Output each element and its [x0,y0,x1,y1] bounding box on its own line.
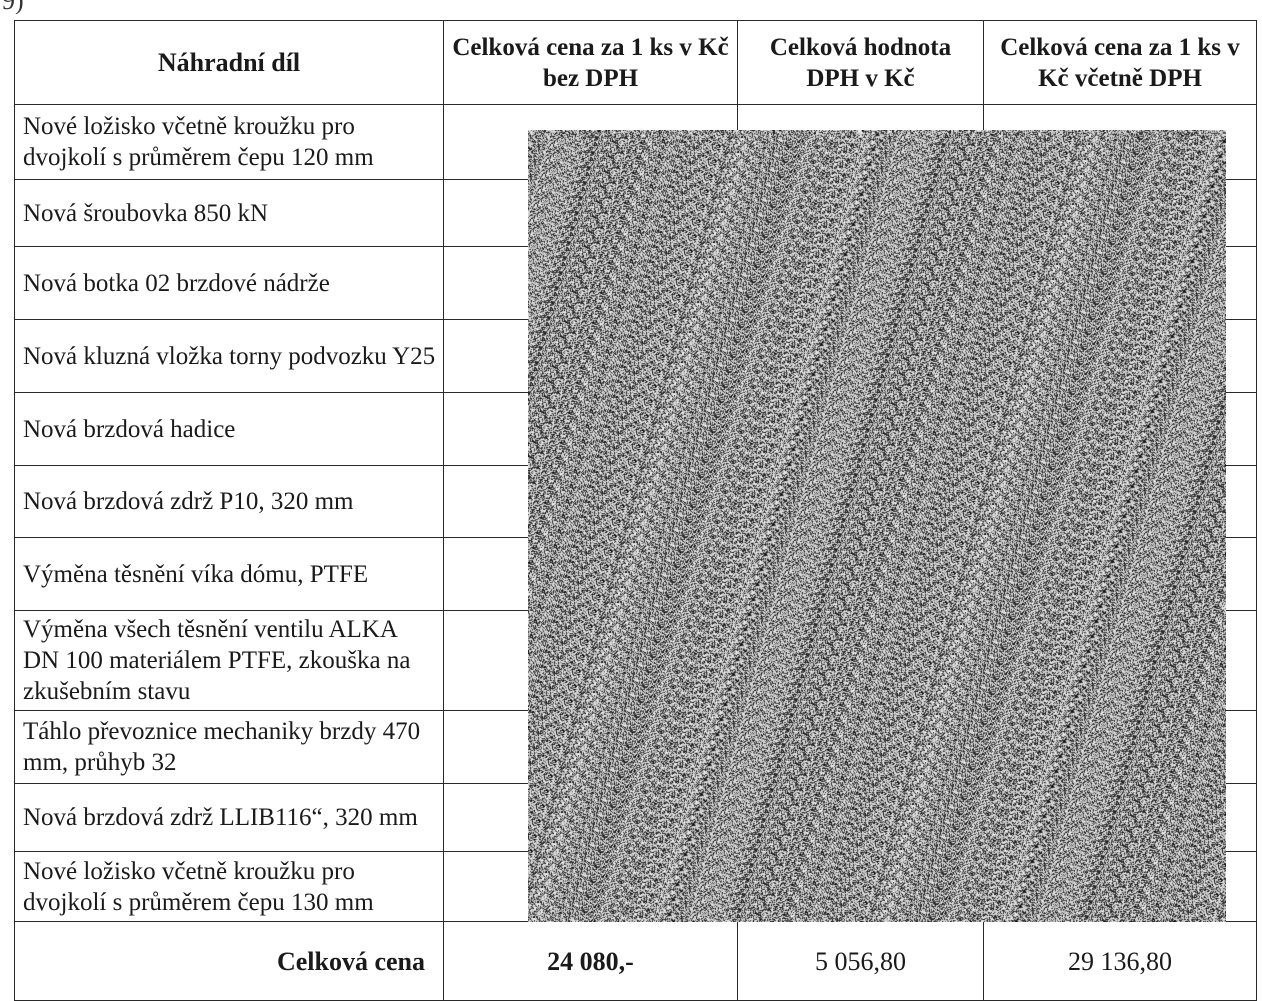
redaction-noise-overlay [528,130,1226,922]
part-name: Nová kluzná vložka torny podvozku Y25 [14,319,444,393]
header-price-with-vat: Celková cena za 1 ks v Kč včetně DPH [983,20,1257,105]
part-name: Táhlo převoznice mechaniky brzdy 470 mm,… [14,710,444,784]
part-name: Výměna všech těsnění ventilu ALKA DN 100… [14,610,444,711]
header-price-without-vat: Celková cena za 1 ks v Kč bez DPH [443,20,738,105]
header-vat: Celková hodnota DPH v Kč [737,20,984,105]
cropped-heading-fragment: 9) [0,0,1262,14]
part-name: Nová brzdová hadice [14,392,444,466]
total-price-without-vat: 24 080,- [443,921,738,1001]
header-part: Náhradní díl [14,20,444,105]
part-name: Nová šroubovka 850 kN [14,179,444,247]
total-vat: 5 056,80 [737,921,984,1001]
part-name: Nová botka 02 brzdové nádrže [14,246,444,320]
total-row: Celková cena 24 080,- 5 056,80 29 136,80 [14,921,1257,1001]
header-row: Náhradní díl Celková cena za 1 ks v Kč b… [14,20,1257,105]
part-name: Nové ložisko včetně kroužku pro dvojkolí… [14,851,444,922]
part-name: Nové ložisko včetně kroužku pro dvojkolí… [14,104,444,180]
total-label: Celková cena [14,921,444,1001]
total-price-with-vat: 29 136,80 [983,921,1257,1001]
part-name: Nová brzdová zdrž P10, 320 mm [14,465,444,538]
part-name: Výměna těsnění víka dómu, PTFE [14,537,444,611]
part-name: Nová brzdová zdrž LLIB116“, 320 mm [14,783,444,852]
